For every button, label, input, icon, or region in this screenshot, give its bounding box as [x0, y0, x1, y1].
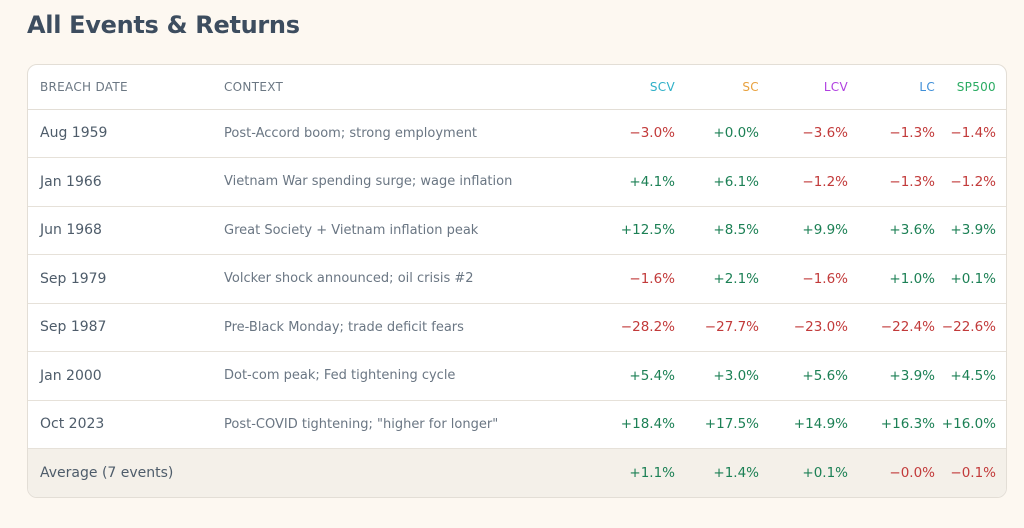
header-scv[interactable]: SCV	[584, 65, 675, 110]
sc-return-cell: +2.1%	[675, 254, 759, 304]
scv-return-cell: +5.4%	[584, 351, 675, 401]
lc-return-cell: −1.3%	[848, 157, 935, 207]
sp500-return-cell: +4.5%	[935, 351, 1006, 401]
events-table-card: BREACH DATE CONTEXT SCV SC LCV LC SP500 …	[27, 64, 1007, 498]
breach-date-cell: Jun 1968	[28, 206, 224, 255]
average-row: Average (7 events) +1.1% +1.4% +0.1% −0.…	[28, 448, 1006, 497]
sc-return-cell: +6.1%	[675, 157, 759, 207]
lcv-return-cell: +5.6%	[759, 351, 848, 401]
average-label: Average (7 events)	[40, 464, 174, 481]
breach-date-cell: Aug 1959	[28, 109, 224, 158]
lcv-return-cell: −3.6%	[759, 109, 848, 158]
page-title: All Events & Returns	[27, 11, 300, 39]
lc-return-cell: +16.3%	[848, 400, 935, 449]
sp500-return-cell: +0.1%	[935, 254, 1006, 304]
table-row[interactable]: Aug 1959 Post-Accord boom; strong employm…	[28, 109, 1006, 158]
breach-date-cell: Sep 1979	[28, 254, 224, 304]
breach-date-cell: Jan 2000	[28, 351, 224, 401]
breach-date-cell: Oct 2023	[28, 400, 224, 449]
sp500-return-cell: −1.4%	[935, 109, 1006, 158]
lc-return-cell: −1.3%	[848, 109, 935, 158]
scv-return-cell: −28.2%	[584, 303, 675, 352]
average-context	[224, 449, 584, 497]
lc-return-cell: +3.9%	[848, 351, 935, 401]
sp500-return-cell: −22.6%	[935, 303, 1006, 352]
sp500-return-cell: +16.0%	[935, 400, 1006, 449]
table-row[interactable]: Oct 2023 Post-COVID tightening; "higher f…	[28, 400, 1006, 449]
header-sc[interactable]: SC	[675, 65, 759, 110]
context-cell: Vietnam War spending surge; wage inflati…	[224, 157, 584, 207]
lc-return-cell: +3.6%	[848, 206, 935, 255]
context-cell: Great Society + Vietnam inflation peak	[224, 206, 584, 255]
scv-return-cell: −1.6%	[584, 254, 675, 304]
sc-return-cell: +8.5%	[675, 206, 759, 255]
average-sp500: −0.1%	[950, 464, 996, 481]
context-cell: Pre-Black Monday; trade deficit fears	[224, 303, 584, 352]
sp500-return-cell: +3.9%	[935, 206, 1006, 255]
header-lc[interactable]: LC	[848, 65, 935, 110]
lcv-return-cell: −23.0%	[759, 303, 848, 352]
scv-return-cell: +18.4%	[584, 400, 675, 449]
table-row[interactable]: Jun 1968 Great Society + Vietnam inflatio…	[28, 206, 1006, 255]
sc-return-cell: +17.5%	[675, 400, 759, 449]
header-lcv[interactable]: LCV	[759, 65, 848, 110]
lcv-return-cell: +14.9%	[759, 400, 848, 449]
header-sp500[interactable]: SP500	[935, 65, 1006, 110]
average-lc: −0.0%	[889, 464, 935, 481]
lcv-return-cell: +9.9%	[759, 206, 848, 255]
scv-return-cell: +12.5%	[584, 206, 675, 255]
table-row[interactable]: Sep 1979 Volcker shock announced; oil cri…	[28, 254, 1006, 304]
breach-date-cell: Sep 1987	[28, 303, 224, 352]
scv-return-cell: −3.0%	[584, 109, 675, 158]
lcv-return-cell: −1.2%	[759, 157, 848, 207]
context-cell: Post-COVID tightening; "higher for longe…	[224, 400, 584, 449]
table-row[interactable]: Sep 1987 Pre-Black Monday; trade deficit …	[28, 303, 1006, 352]
table-row[interactable]: Jan 2000 Dot-com peak; Fed tightening cyc…	[28, 351, 1006, 401]
header-breach-date[interactable]: BREACH DATE	[28, 65, 224, 110]
sc-return-cell: −27.7%	[675, 303, 759, 352]
events-table: BREACH DATE CONTEXT SCV SC LCV LC SP500 …	[28, 65, 1006, 497]
lc-return-cell: −22.4%	[848, 303, 935, 352]
breach-date-cell: Jan 1966	[28, 157, 224, 207]
lc-return-cell: +1.0%	[848, 254, 935, 304]
header-context[interactable]: CONTEXT	[224, 65, 584, 110]
sc-return-cell: +0.0%	[675, 109, 759, 158]
average-sc: +1.4%	[713, 464, 759, 481]
context-cell: Dot-com peak; Fed tightening cycle	[224, 351, 584, 401]
sc-return-cell: +3.0%	[675, 351, 759, 401]
average-scv: +1.1%	[629, 464, 675, 481]
context-cell: Volcker shock announced; oil crisis #2	[224, 254, 584, 304]
sp500-return-cell: −1.2%	[935, 157, 1006, 207]
table-header-row: BREACH DATE CONTEXT SCV SC LCV LC SP500	[28, 65, 1006, 110]
table-row[interactable]: Jan 1966 Vietnam War spending surge; wage…	[28, 157, 1006, 207]
average-lcv: +0.1%	[802, 464, 848, 481]
scv-return-cell: +4.1%	[584, 157, 675, 207]
lcv-return-cell: −1.6%	[759, 254, 848, 304]
context-cell: Post-Accord boom; strong employment	[224, 109, 584, 158]
